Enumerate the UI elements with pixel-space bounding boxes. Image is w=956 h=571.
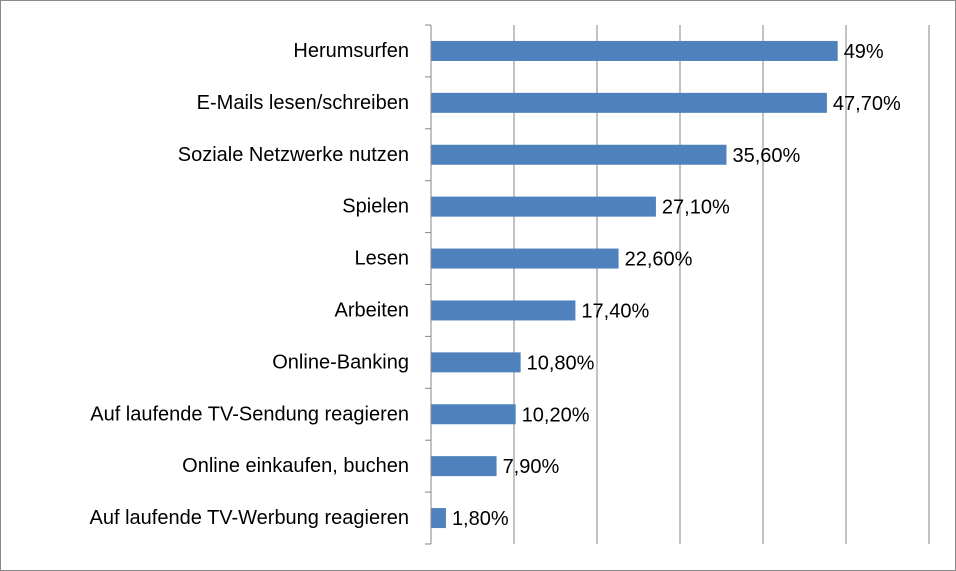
category-label: Auf laufende TV-Werbung reagieren [90, 507, 409, 529]
category-label: Auf laufende TV-Sendung reagieren [90, 403, 409, 425]
category-label: E-Mails lesen/schreiben [197, 92, 409, 114]
data-label: 27,10% [662, 197, 730, 219]
category-label: Online einkaufen, buchen [182, 455, 409, 477]
category-label: Lesen [355, 248, 410, 270]
bar [431, 144, 727, 165]
labels: Herumsurfen 49% E-Mails lesen/schreiben 47,… [90, 40, 901, 530]
data-label: 1,80% [452, 508, 509, 530]
bars [431, 40, 838, 529]
data-label: 10,80% [527, 352, 595, 374]
bar [431, 352, 521, 373]
bar [431, 508, 446, 529]
bar [431, 92, 827, 113]
bar [431, 248, 619, 269]
data-label: 7,90% [503, 456, 560, 478]
category-label: Soziale Netzwerke nutzen [178, 144, 409, 166]
bar [431, 196, 656, 217]
data-label: 17,40% [581, 300, 649, 322]
category-label: Spielen [342, 196, 409, 218]
data-label: 49% [844, 41, 884, 63]
bar [431, 456, 497, 477]
category-label: Arbeiten [335, 299, 410, 321]
data-label: 10,20% [522, 404, 590, 426]
data-label: 22,60% [625, 249, 693, 271]
bar [431, 300, 576, 321]
category-axis [425, 24, 432, 545]
bar [431, 404, 516, 425]
category-label: Herumsurfen [293, 40, 409, 62]
data-label: 47,70% [833, 93, 901, 115]
category-label: Online-Banking [272, 351, 409, 373]
bar [431, 40, 838, 61]
data-label: 35,60% [732, 145, 800, 167]
